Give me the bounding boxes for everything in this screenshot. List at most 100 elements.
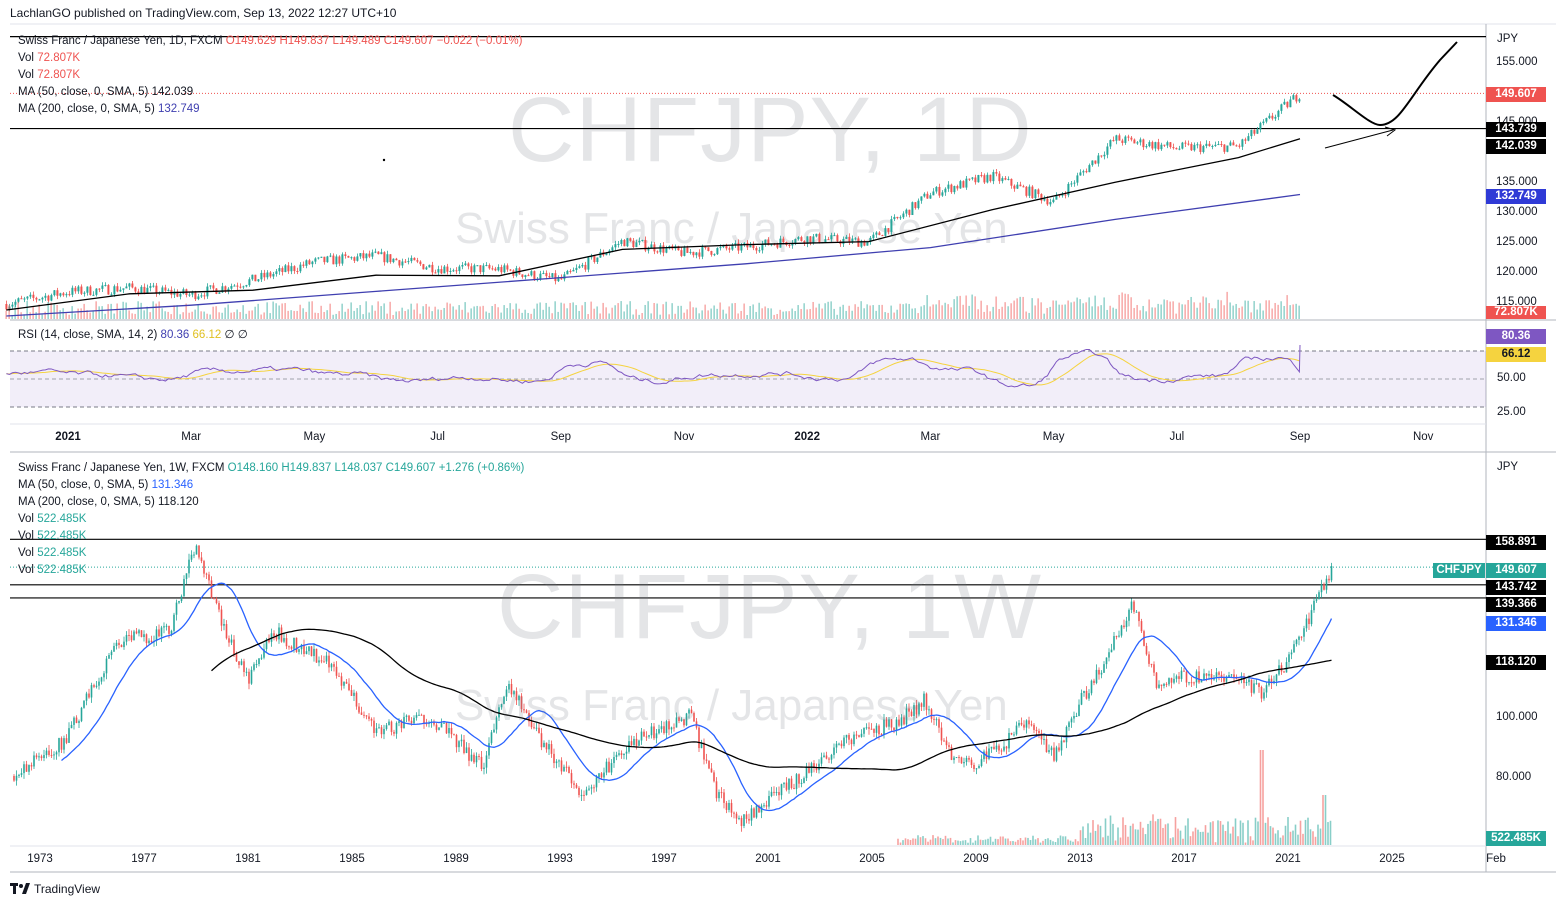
daily-candle-body [236, 285, 239, 287]
daily-volume-bar [683, 312, 685, 319]
weekly-candle-body [1143, 631, 1145, 646]
weekly-candle-body [593, 787, 595, 789]
weekly-candle-body [278, 627, 280, 640]
weekly-candle-body [1003, 746, 1005, 751]
daily-volume-bar [140, 302, 142, 319]
daily-volume-bar [59, 310, 61, 319]
weekly-candle-body [648, 735, 650, 737]
weekly-candle-body [1030, 724, 1033, 726]
weekly-candle-body [838, 743, 840, 745]
daily-volume-bar [785, 311, 787, 319]
daily-volume-bar [794, 311, 796, 319]
weekly-volume-bar [1119, 837, 1122, 845]
daily-volume-bar [1031, 298, 1033, 319]
weekly-candle-body [1330, 566, 1333, 581]
weekly-candle-body [33, 755, 35, 767]
weekly-candle-body [560, 760, 563, 772]
daily-volume-bar [695, 307, 697, 319]
daily-volume-bar [569, 302, 571, 319]
daily-ohlc: O149.629 H149.837 L149.489 C149.607 −0.0… [225, 35, 523, 47]
daily-volume-bar [638, 314, 640, 319]
weekly-candle-body [818, 763, 820, 771]
daily-volume-bar [1256, 309, 1258, 319]
daily-volume-bar [1094, 295, 1096, 319]
rsi-ma-line [6, 353, 1301, 386]
daily-volume-bar [380, 306, 382, 319]
weekly-candle-body [840, 743, 843, 747]
daily-volume-bar [917, 313, 919, 319]
weekly-candle-body [1138, 611, 1140, 622]
weekly-candle-body [575, 784, 578, 788]
daily-volume-bar [959, 295, 961, 319]
weekly-candle-body [1238, 679, 1240, 681]
weekly-volume-bar [1302, 833, 1304, 845]
rsi-legend: RSI (14, close, SMA, 14, 2) 80.36 66.12 … [18, 329, 248, 341]
daily-candle-body [548, 276, 551, 278]
daily-candle-body [389, 254, 392, 263]
daily-volume-bar [773, 314, 775, 319]
weekly-candle-body [1080, 692, 1083, 705]
weekly-volume-bar [1157, 818, 1159, 845]
weekly-candle-body [1295, 639, 1298, 645]
weekly-vol-3: Vol 522.485K [18, 547, 87, 559]
weekly-candle-body [1258, 683, 1260, 688]
daily-volume-bar [107, 304, 109, 319]
weekly-candle-body [98, 681, 100, 686]
weekly-candle-body [1060, 740, 1063, 751]
daily-volume-bar [788, 311, 790, 319]
daily-xtick-11: Nov [1413, 431, 1434, 443]
daily-volume-bar [440, 309, 442, 319]
daily-ytick-1: 120.000 [1496, 266, 1538, 278]
daily-candle-body [125, 286, 128, 289]
tradingview-footer[interactable]: TradingView [10, 882, 100, 896]
weekly-volume-bar [1077, 841, 1079, 845]
weekly-candle-body [1023, 724, 1025, 728]
weekly-candle-body [963, 761, 965, 764]
weekly-candle-body [1195, 671, 1198, 683]
weekly-watermark-symbol: CHFJPY, 1W [497, 556, 1043, 658]
weekly-candle-body [738, 817, 740, 819]
daily-volume-bar [296, 310, 298, 319]
weekly-candle-body [815, 767, 818, 771]
daily-volume-bar [920, 306, 922, 319]
daily-volume-bar [1154, 307, 1156, 319]
weekly-candle-body [85, 693, 88, 701]
weekly-volume-bar [1164, 824, 1167, 845]
daily-volume-bar [1250, 312, 1252, 319]
daily-volume-bar [1217, 299, 1219, 319]
daily-volume-bar [764, 306, 766, 319]
weekly-candle-body [390, 721, 393, 732]
daily-candle-body [128, 283, 131, 287]
weekly-candle-body [280, 627, 283, 642]
weekly-candle-body [258, 658, 260, 665]
daily-volume-bar [581, 305, 583, 319]
weekly-candle-body [1233, 674, 1235, 678]
daily-volume-bar [404, 310, 406, 319]
daily-volume-bar [1109, 305, 1111, 319]
weekly-candle-body [775, 792, 778, 794]
weekly-candle-body [218, 603, 220, 610]
weekly-candle-body [565, 766, 568, 768]
weekly-candle-body [990, 746, 993, 749]
weekly-volume-bar [1049, 839, 1052, 845]
daily-candle-body [533, 271, 536, 280]
daily-volume-bar [1268, 300, 1270, 319]
weekly-volume-bar [1257, 821, 1259, 845]
weekly-candle-body [1000, 750, 1003, 752]
daily-volume-bar [101, 306, 103, 319]
daily-volume-bar [782, 311, 784, 319]
daily-candle-body [116, 286, 119, 292]
weekly-volume-bar [1244, 842, 1247, 845]
daily-candle-body [1013, 185, 1016, 189]
daily-volume-bar [1058, 304, 1060, 319]
daily-volume-bar [113, 313, 115, 319]
daily-volume-bar [815, 307, 817, 319]
daily-volume-bar [950, 307, 952, 319]
weekly-candle-body [23, 764, 25, 774]
daily-candle-body [596, 257, 599, 262]
daily-candle-body [1253, 130, 1256, 134]
daily-volume-bar [557, 311, 559, 319]
weekly-candle-body [368, 716, 370, 719]
daily-volume-bar [953, 299, 955, 319]
weekly-candle-body [68, 728, 70, 743]
